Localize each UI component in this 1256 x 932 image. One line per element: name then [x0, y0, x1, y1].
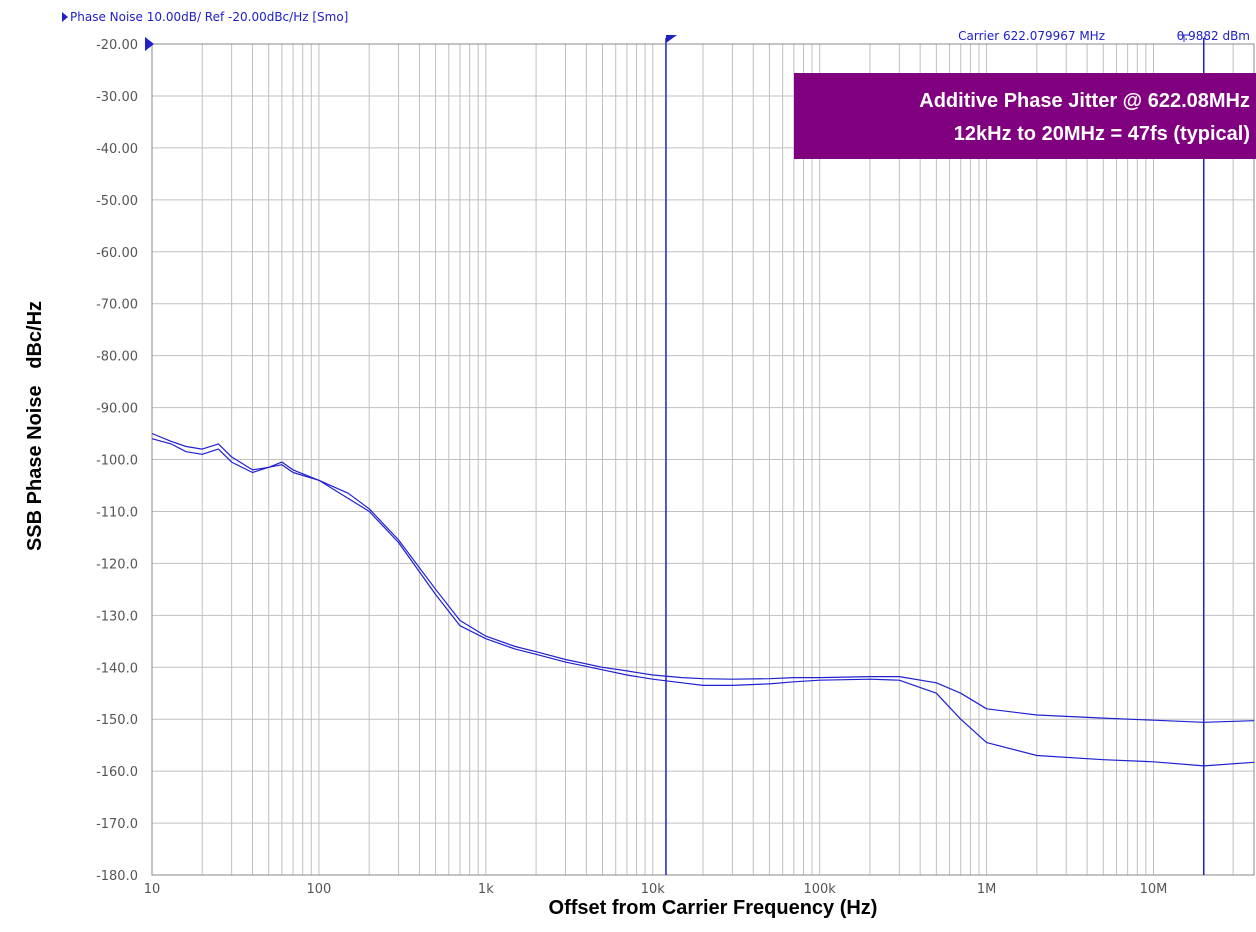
y-tick-labels: -20.00 -30.00 -40.00 -50.00 -60.00 -70.00 -80.…	[96, 38, 138, 884]
annotation-line2: 12kHz to 20MHz = 47fs (typical)	[954, 123, 1250, 145]
chart-grid	[151, 43, 1255, 876]
y-axis-label: SSB Phase Noise dBc/Hz	[24, 301, 46, 551]
x-tick-3: 10k	[641, 882, 666, 897]
trace-info-text: Phase Noise 10.00dB/ Ref -20.00dBc/Hz [S…	[70, 10, 348, 24]
power-level-icon	[1178, 34, 1190, 42]
carrier-text: Carrier 622.079967 MHz	[958, 29, 1105, 43]
y-tick-13: -150.0	[96, 713, 138, 728]
y-tick-3: -50.00	[96, 194, 138, 209]
y-tick-16: -180.0	[96, 869, 138, 884]
y-tick-15: -170.0	[96, 817, 138, 832]
x-tick-labels: 10 100 1k 10k 100k 1M 10M	[144, 882, 1168, 897]
annotation-box	[794, 73, 1256, 159]
annotation-line1: Additive Phase Jitter @ 622.08MHz	[919, 90, 1250, 112]
power-text: 0.9882 dBm	[1177, 29, 1250, 43]
y-tick-11: -130.0	[96, 609, 138, 624]
trace-series	[151, 432, 1255, 767]
y-tick-1: -30.00	[96, 90, 138, 105]
x-tick-1: 100	[307, 882, 332, 897]
y-tick-7: -90.00	[96, 402, 138, 417]
trace-arrow-icon	[62, 12, 68, 22]
marker-flag-icon	[666, 35, 677, 43]
y-tick-14: -160.0	[96, 765, 138, 780]
x-axis-label: Offset from Carrier Frequency (Hz)	[549, 897, 878, 919]
y-tick-5: -70.00	[96, 298, 138, 313]
ref-level-arrow-icon	[145, 37, 154, 51]
x-tick-2: 1k	[478, 882, 494, 897]
y-tick-8: -100.0	[96, 454, 138, 469]
y-tick-4: -60.00	[96, 246, 138, 261]
plot-frame	[151, 43, 1255, 876]
marker-lines	[665, 38, 1205, 875]
x-tick-5: 1M	[977, 882, 997, 897]
y-tick-6: -80.00	[96, 350, 138, 365]
y-tick-9: -110.0	[96, 505, 138, 520]
y-tick-12: -140.0	[96, 661, 138, 676]
y-tick-2: -40.00	[96, 142, 138, 157]
y-tick-10: -120.0	[96, 557, 138, 572]
x-tick-4: 100k	[803, 882, 836, 897]
y-tick-0: -20.00	[96, 38, 138, 53]
series-line-1	[151, 438, 1255, 767]
x-tick-0: 10	[144, 882, 161, 897]
x-tick-6: 10M	[1140, 882, 1168, 897]
series-line-0	[151, 432, 1255, 723]
